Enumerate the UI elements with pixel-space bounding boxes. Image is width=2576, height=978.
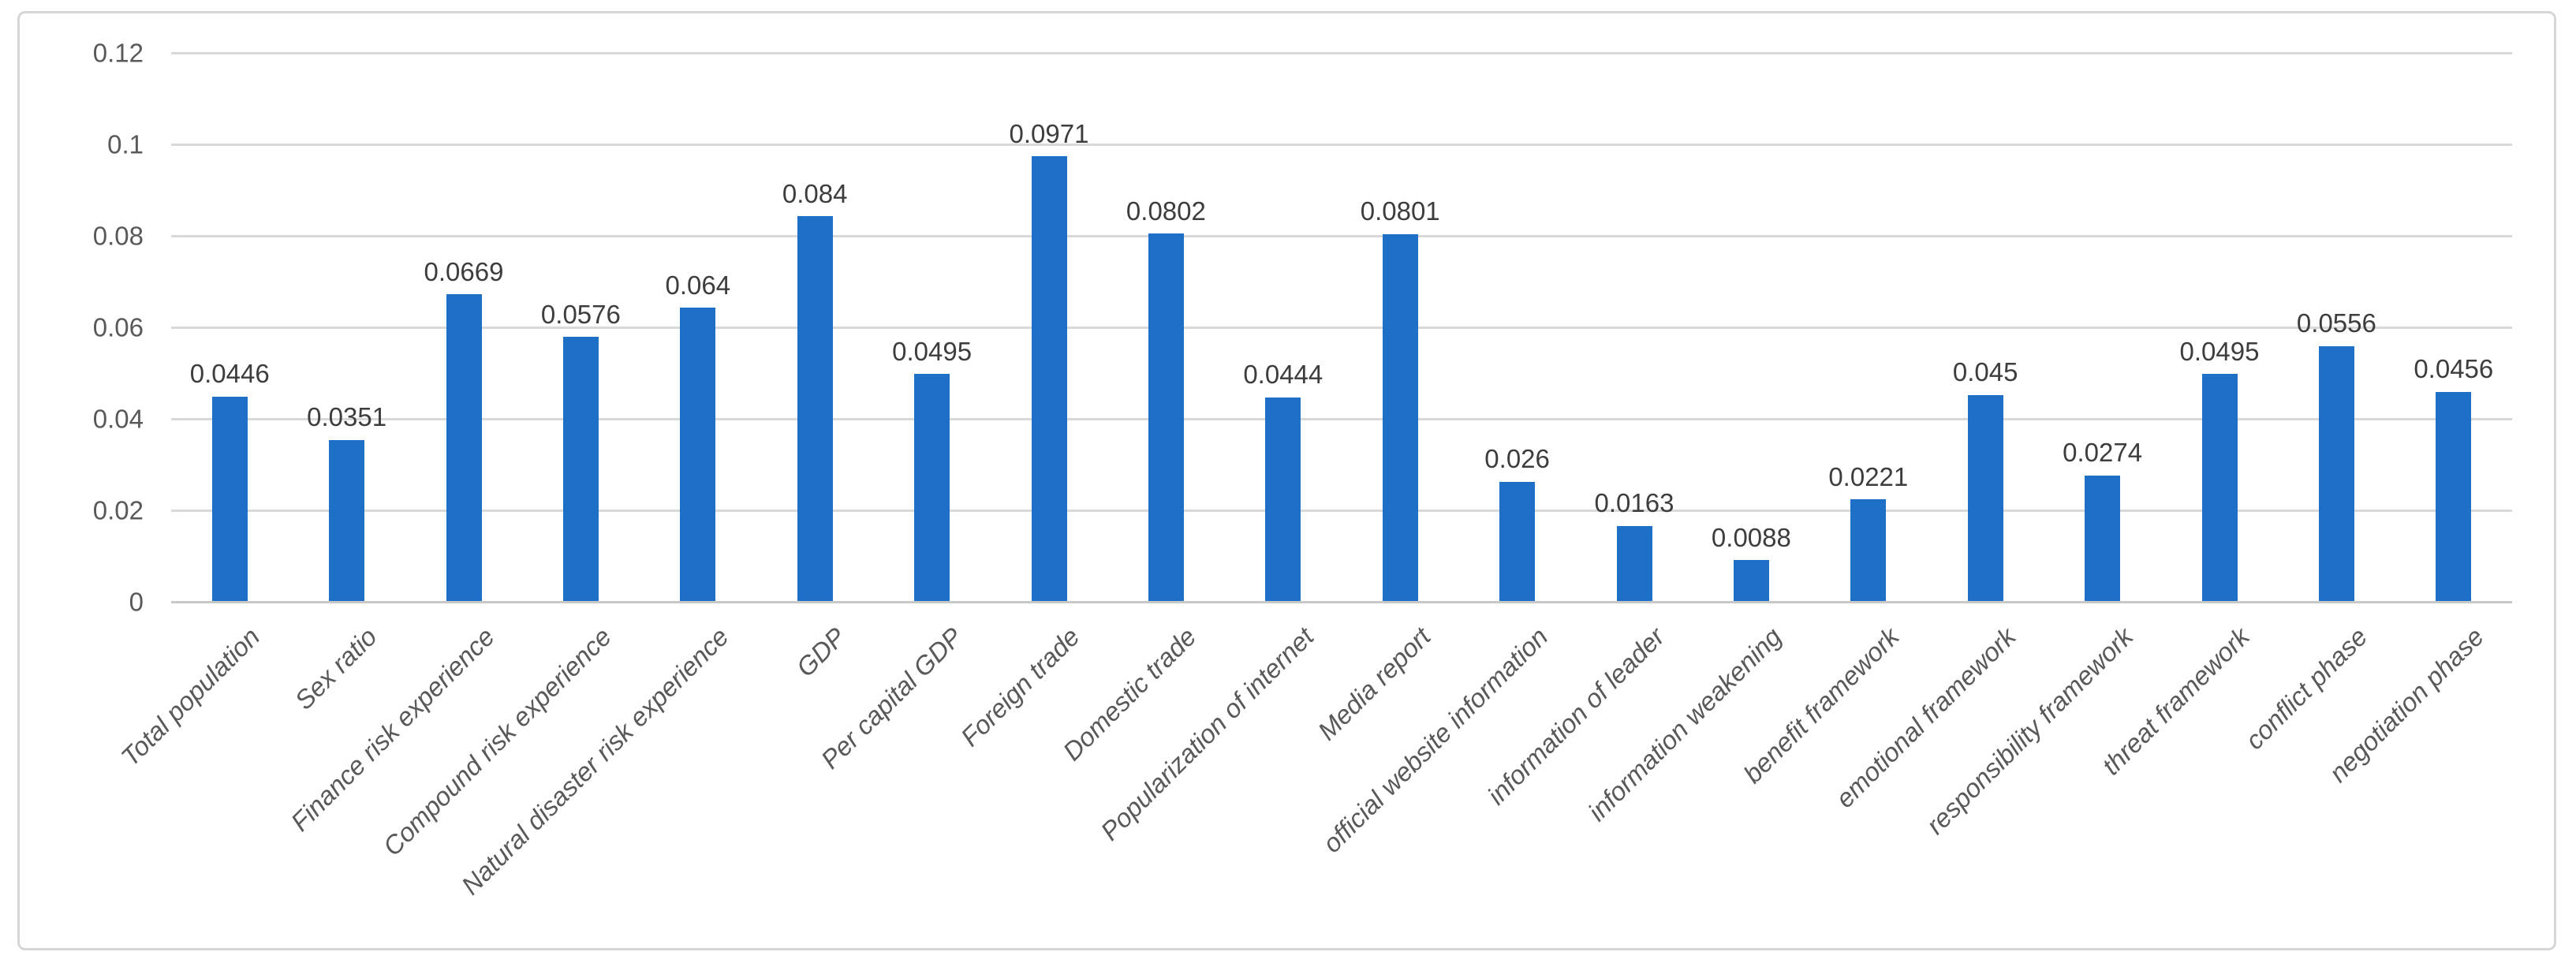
value-label: 0.064	[665, 270, 731, 300]
value-label: 0.0802	[1126, 196, 1206, 226]
y-axis-tick-label: 0.1	[107, 129, 144, 159]
category-label: Foreign trade	[954, 622, 1085, 752]
plot-area: 0.0446 0.0351 0.0669 0.0576 0.064 0.084 0.0495…	[171, 51, 2512, 603]
bar	[446, 294, 482, 601]
gridline	[171, 234, 2512, 237]
y-axis: 0 0.02 0.04 0.06 0.08 0.1 0.12	[0, 40, 158, 615]
bar	[2201, 374, 2238, 601]
value-label: 0.0456	[2414, 354, 2494, 384]
value-label: 0.0351	[307, 402, 387, 432]
bar	[1733, 560, 1769, 601]
category-label: Sex ratio	[289, 622, 383, 715]
gridline	[171, 326, 2512, 329]
y-axis-tick-label: 0.06	[92, 312, 144, 342]
value-label: 0.026	[1484, 443, 1550, 473]
y-axis-tick-label: 0.08	[92, 221, 144, 251]
value-label: 0.0801	[1360, 196, 1440, 226]
category-label: Compound risk experience	[377, 622, 617, 862]
bar	[2318, 346, 2354, 601]
bar	[2085, 475, 2121, 601]
value-label: 0.0556	[2296, 308, 2376, 338]
x-axis: Total population Sex ratio Finance risk ex…	[116, 602, 2512, 953]
value-label: 0.0444	[1243, 360, 1323, 390]
category-label: Media report	[1312, 622, 1436, 746]
value-label: 0.0576	[540, 299, 621, 329]
y-axis-tick-label: 0.12	[92, 38, 144, 68]
y-axis-tick-label: 0	[129, 587, 144, 617]
value-label: 0.084	[782, 178, 848, 208]
value-label: 0.0274	[2063, 437, 2143, 467]
value-label: 0.045	[1952, 356, 2018, 386]
y-axis-tick-label: 0.02	[92, 495, 144, 525]
bar	[1499, 481, 1536, 601]
value-label: 0.0163	[1594, 488, 1674, 518]
gridline	[171, 51, 2512, 54]
x-axis-line	[171, 600, 2512, 603]
value-label: 0.0088	[1711, 522, 1791, 552]
bar	[1265, 397, 1301, 601]
bar	[562, 337, 599, 601]
bar	[329, 439, 365, 601]
value-label: 0.0446	[189, 359, 270, 389]
category-label: conflict phase	[2239, 622, 2373, 756]
value-label: 0.0971	[1009, 118, 1089, 148]
category-label: information weakening	[1582, 622, 1787, 827]
gridline	[171, 417, 2512, 420]
gridline	[171, 143, 2512, 146]
bar	[1967, 394, 2003, 601]
category-label: Popularization of internet	[1094, 622, 1320, 846]
category-label: Finance risk experience	[284, 622, 500, 837]
value-label: 0.0495	[892, 336, 973, 366]
bar	[211, 396, 248, 601]
bar	[1148, 233, 1184, 601]
bar	[2436, 392, 2472, 601]
y-axis-tick-label: 0.04	[92, 404, 144, 434]
value-label: 0.0495	[2179, 336, 2260, 366]
bar	[1382, 233, 1418, 601]
category-label: official website information	[1316, 622, 1554, 859]
bar	[914, 374, 950, 601]
bar	[1031, 156, 1067, 601]
category-label: responsibility framework	[1920, 622, 2139, 840]
value-label: 0.0669	[424, 256, 504, 286]
value-label: 0.0221	[1828, 461, 1909, 491]
bar	[1850, 499, 1887, 601]
gridline	[171, 509, 2512, 512]
bar	[680, 308, 716, 601]
bar	[797, 216, 833, 601]
category-label: GDP	[790, 622, 851, 683]
bar	[1616, 525, 1652, 601]
